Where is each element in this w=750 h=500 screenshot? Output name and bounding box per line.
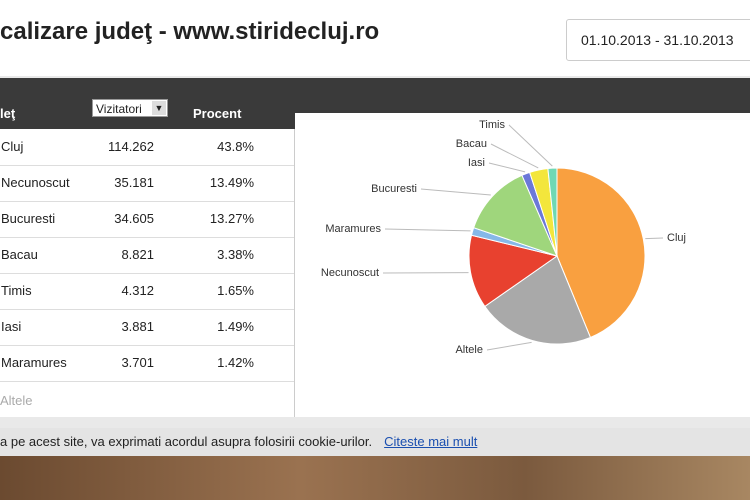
column-header: Vizitatori [96, 102, 142, 116]
column-header: leţ [0, 106, 16, 121]
column-header: Procent [193, 106, 242, 121]
slice-label: Maramures [325, 223, 381, 235]
pie-slice [484, 255, 592, 345]
slice-label: Bucuresti [371, 183, 417, 195]
cell-visitors: 3.701 [121, 355, 154, 370]
leader-line [645, 237, 664, 240]
leader-line [486, 341, 532, 351]
cell-county: Bacau [1, 247, 38, 262]
cell-percent: 43.8% [217, 139, 254, 154]
cell-percent: 1.42% [217, 355, 254, 370]
cell-visitors: 35.181 [114, 175, 154, 190]
slice-label: Iasi [468, 157, 485, 169]
leader-line [508, 124, 553, 167]
cookie-link[interactable]: Citeste mai mult [384, 434, 478, 449]
table-row[interactable]: Timis 4.312 1.65% [0, 273, 294, 310]
cookie-text: a pe acest site, va exprimati acordul as… [0, 434, 373, 449]
cell-percent: 13.49% [209, 175, 254, 190]
leader-line [488, 162, 526, 173]
cell-visitors: 34.605 [114, 211, 154, 226]
cell-visitors: 8.821 [121, 247, 154, 262]
cell-visitors: 114.262 [107, 139, 154, 154]
slice-label: Cluj [667, 232, 686, 244]
cell-visitors: 3.881 [121, 319, 154, 334]
cell-percent: 1.65% [217, 283, 254, 298]
leader-line [490, 143, 539, 169]
pie-slice [473, 174, 558, 257]
chart-panel: Cluj Altele Necunoscut Maramures Bucuresti Ia… [295, 113, 750, 417]
leader-line [384, 228, 471, 232]
table-row[interactable]: Necunoscut 35.181 13.49% [0, 165, 294, 202]
cell-county: Timis [1, 283, 32, 298]
date-range[interactable]: 01.10.2013 - 31.10.2013 [566, 19, 750, 61]
metric-select[interactable]: Vizitatori ▼ [92, 99, 168, 117]
table-header [0, 113, 295, 129]
cell-county: Bucuresti [1, 211, 56, 226]
table-row[interactable]: Maramures 3.701 1.42% [0, 345, 294, 382]
dropdown-arrow: ▼ [152, 101, 166, 115]
cell-county: Maramures [1, 355, 67, 370]
leader-line [420, 188, 491, 196]
data-table: Cluj 114.262 43.8% Necunoscut 35.181 13.49% Bu… [0, 129, 295, 417]
cell-county: Iasi [1, 319, 22, 334]
slice-label: Timis [479, 119, 505, 131]
cell-visitors: 4.312 [121, 283, 154, 298]
table-row[interactable]: Bucuresti 34.605 13.27% [0, 201, 294, 238]
cell-county: Cluj [1, 139, 24, 154]
cell-percent: 13.27% [209, 211, 254, 226]
slice-label: Bacau [456, 138, 487, 150]
slice-label: Altele [455, 344, 483, 356]
table-row[interactable]: Cluj 114.262 43.8% [0, 129, 294, 166]
pie-chart: Cluj Altele Necunoscut Maramures Bucuresti Ia… [321, 119, 686, 356]
pie-slice [547, 167, 558, 257]
background-photo [0, 456, 750, 500]
slice-label: Necunoscut [321, 267, 379, 279]
cookie-bar: a pe acest site, va exprimati acordul as… [0, 428, 750, 456]
cell-percent: 3.38% [217, 247, 254, 262]
pie-slice [556, 167, 646, 339]
cell-county: Necunoscut [1, 175, 70, 190]
table-row[interactable]: Iasi 3.881 1.49% [0, 309, 294, 346]
page-title: calizare judeţ - www.stiridecluj.ro [0, 18, 380, 45]
more-dropdown[interactable]: Altele [0, 393, 33, 408]
cell-percent: 1.49% [217, 319, 254, 334]
table-row[interactable]: Bacau 8.821 3.38% [0, 237, 294, 274]
pie-slice [468, 234, 559, 308]
